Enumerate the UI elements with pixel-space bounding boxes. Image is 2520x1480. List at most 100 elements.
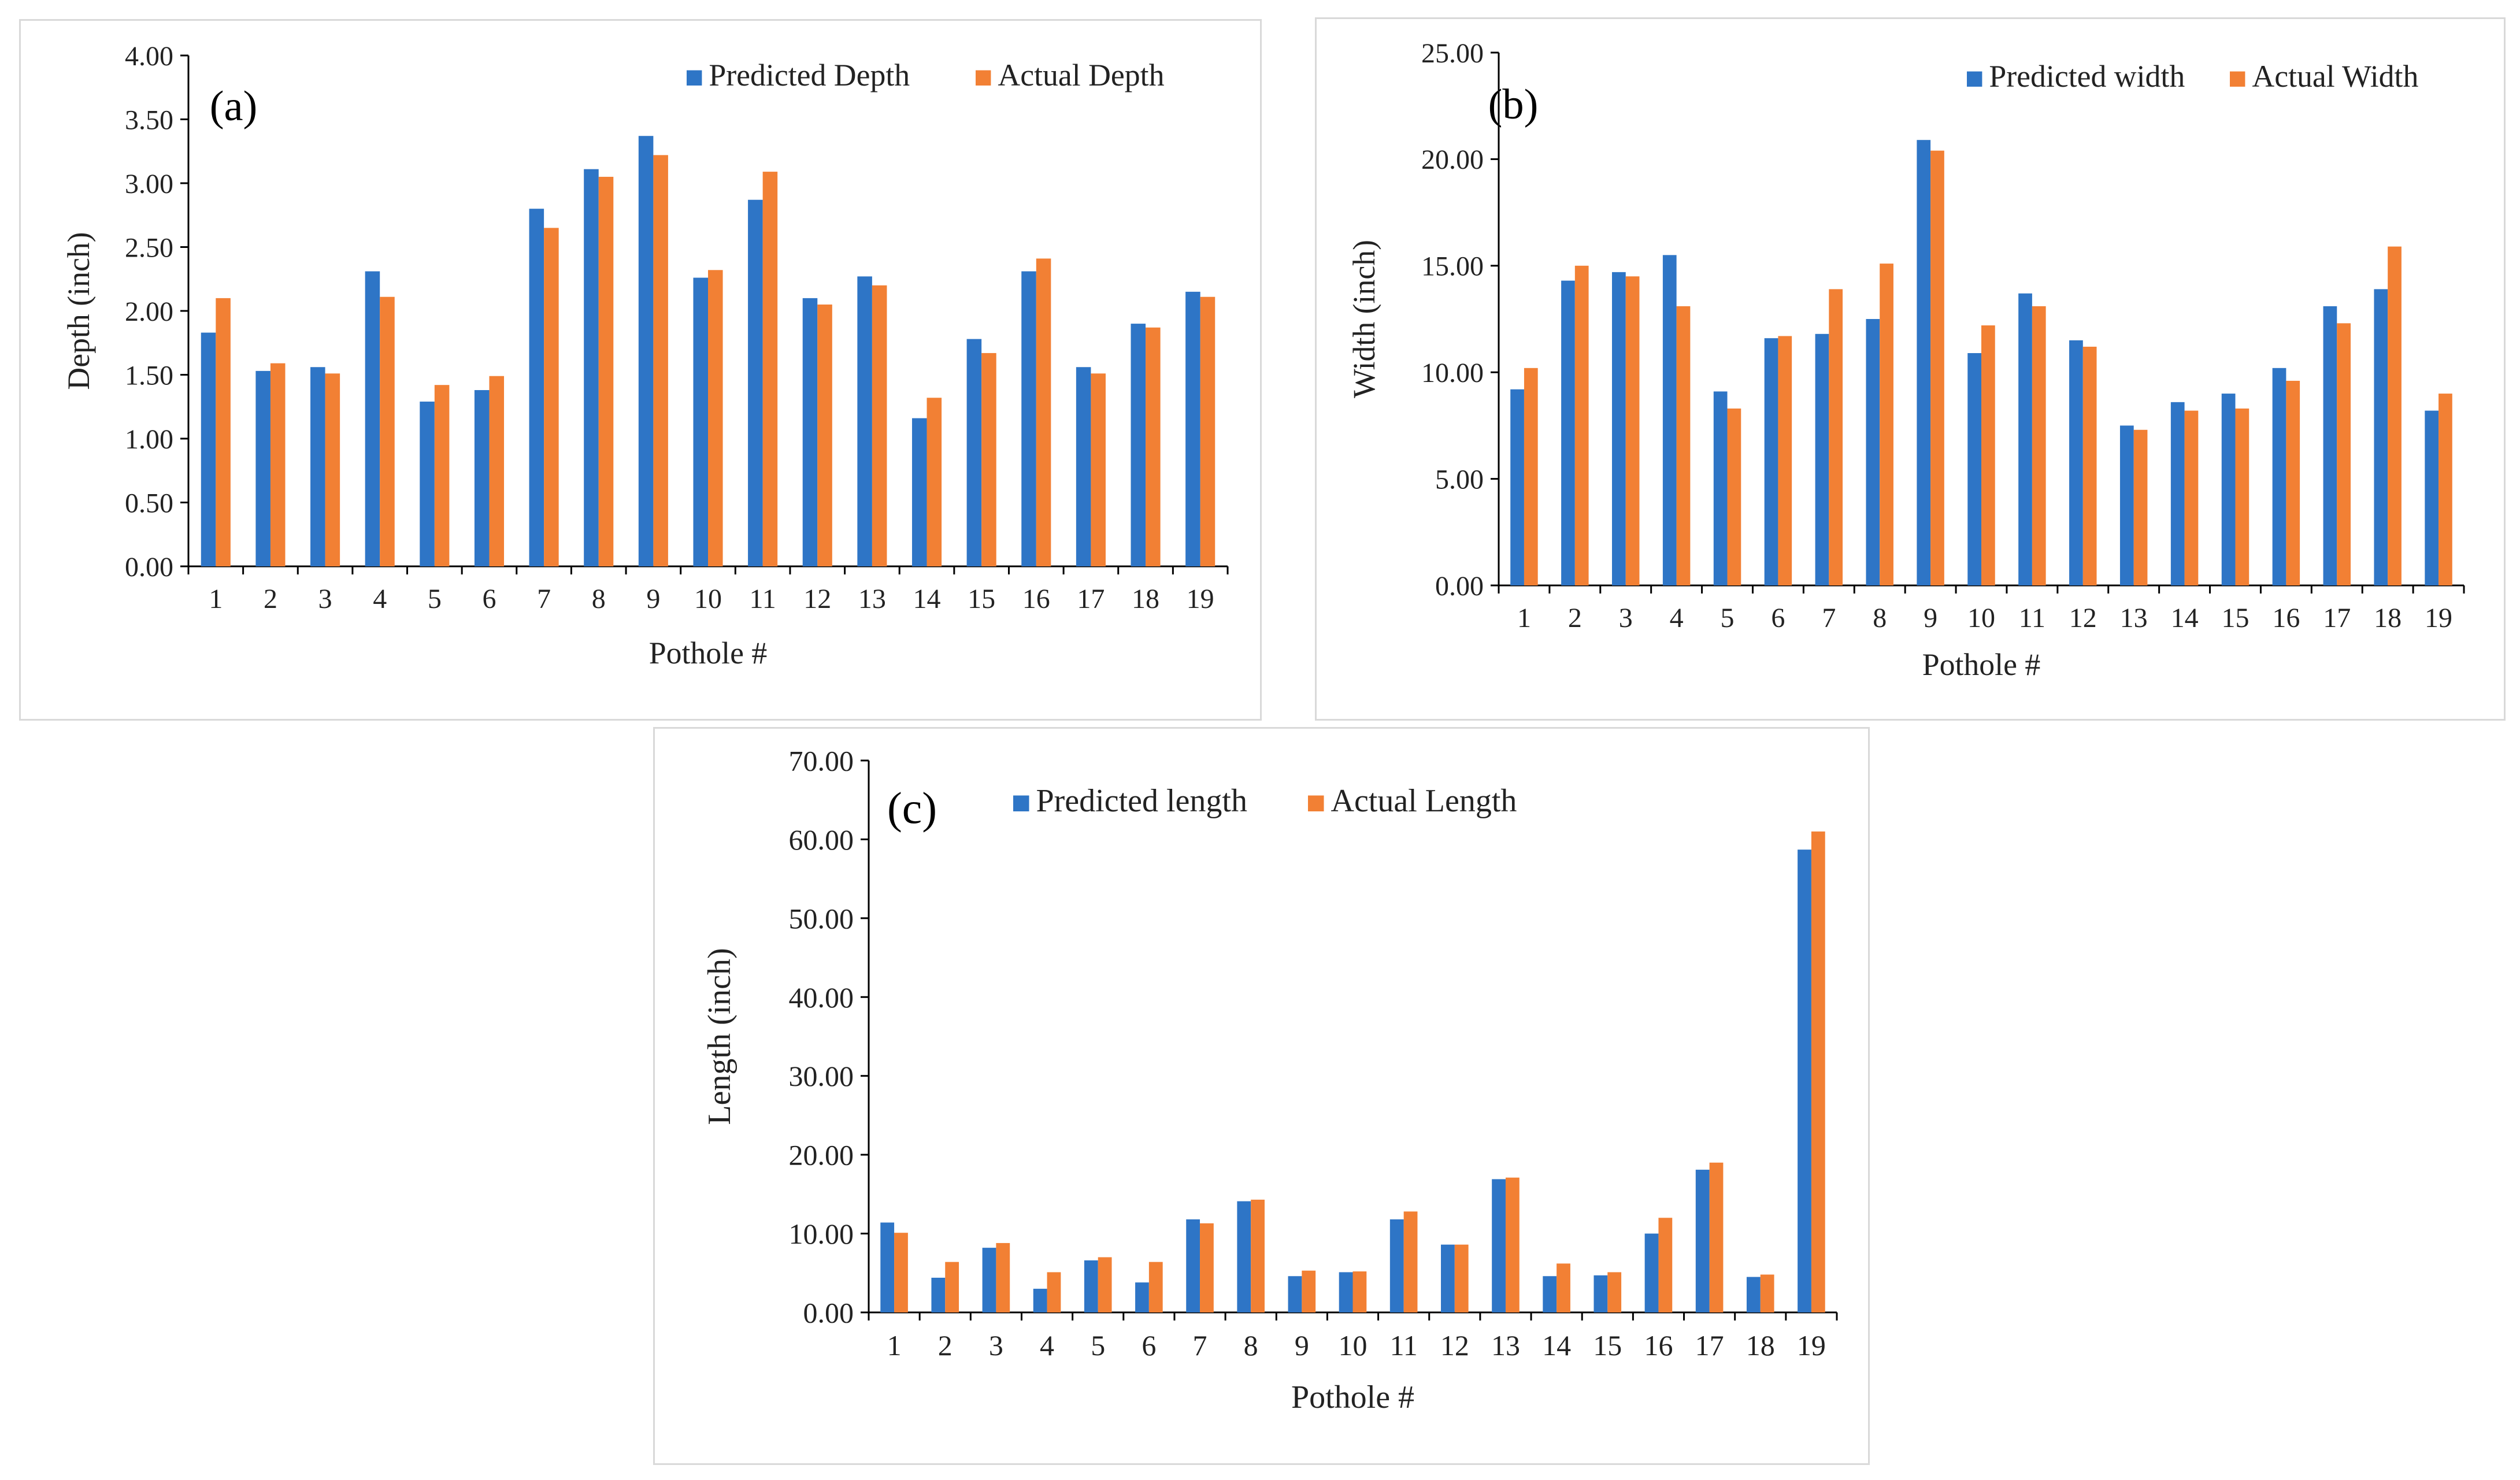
legend-actual-swatch [976,70,991,86]
predicted-bar [1131,324,1146,566]
predicted-bar [529,209,544,566]
predicted-bar [1076,367,1091,566]
y-tick-label: 4.00 [125,41,173,72]
y-tick-label: 60.00 [789,824,854,856]
y-tick-label: 0.50 [125,488,173,518]
x-tick-label: 11 [1390,1329,1418,1362]
x-tick-label: 16 [1644,1329,1673,1362]
x-tick-label: 6 [1771,603,1785,633]
actual-bar [1709,1162,1724,1312]
predicted-bar [693,277,708,566]
legend-predicted-label: Predicted length [1036,783,1247,819]
y-tick-label: 0.00 [803,1297,854,1329]
actual-bar [2082,346,2097,585]
actual-bar [1146,327,1161,566]
x-tick-label: 12 [803,584,831,614]
predicted-bar [1561,280,1575,586]
panel-label: (c) [887,783,937,833]
actual-bar [2388,246,2402,585]
actual-bar [2184,410,2199,585]
y-tick-label: 30.00 [789,1060,854,1092]
y-tick-label: 2.50 [125,232,173,263]
predicted-bar [201,332,216,566]
predicted-bar [1815,333,1829,585]
actual-bar [489,376,505,566]
actual-bar [2133,429,2148,585]
actual-bar [1036,258,1051,566]
predicted-bar [880,1222,895,1312]
legend-predicted-swatch [1967,71,1982,87]
actual-bar [894,1233,908,1312]
actual-bar [1098,1257,1112,1312]
x-tick-label: 6 [482,584,496,614]
predicted-bar [2018,293,2032,585]
length-chart: 0.00 10.00 20.00 30.00 40.00 50.00 60.00 70.00 1… [702,745,1838,1415]
predicted-bar [2170,402,2185,585]
actual-bar [1658,1218,1673,1312]
x-tick-label: 11 [2019,603,2045,633]
predicted-bar [1866,319,1880,585]
panel-label: (a) [210,83,258,130]
actual-bar [1811,831,1825,1312]
actual-bar [325,373,340,566]
predicted-bar [2119,425,2134,585]
x-axis-title: Pothole # [1922,647,2041,682]
x-tick-label: 18 [1132,584,1159,614]
x-tick-label: 12 [2069,603,2097,633]
actual-bar [2235,408,2250,585]
x-tick-label: 9 [1924,603,1937,633]
x-tick-label: 14 [913,584,941,614]
x-tick-label: 18 [2374,603,2402,633]
x-tick-label: 1 [887,1329,902,1362]
predicted-bar [1186,1219,1200,1312]
predicted-bar [1662,255,1677,585]
y-tick-label: 20.00 [1421,144,1484,175]
x-tick-label: 17 [2323,603,2351,633]
x-tick-label: 19 [2425,603,2452,633]
x-tick-label: 14 [2171,603,2199,633]
predicted-bar [255,370,270,566]
y-tick-label: 1.00 [125,424,173,455]
y-axis-title: Width (inch) [1347,240,1381,398]
actual-bar [1091,373,1106,566]
y-tick-label: 3.50 [125,105,173,135]
x-tick-label: 7 [1822,603,1836,633]
predicted-bar [1917,140,1931,585]
predicted-bar [931,1277,946,1312]
x-tick-label: 19 [1187,584,1214,614]
y-tick-label: 50.00 [789,902,854,934]
y-tick-label: 3.00 [125,169,173,199]
predicted-bar [1339,1272,1353,1312]
y-tick-label: 1.50 [125,360,173,391]
x-tick-label: 9 [1295,1329,1309,1362]
x-tick-label: 15 [2221,603,2249,633]
predicted-bar [982,1248,996,1312]
predicted-bar [911,418,927,566]
x-tick-label: 6 [1142,1329,1156,1362]
actual-bar [1403,1211,1418,1312]
x-tick-label: 3 [1619,603,1633,633]
panel-label: (b) [1488,81,1539,128]
actual-bar [216,298,231,566]
actual-bar [2337,323,2351,585]
y-tick-label: 2.00 [125,296,173,327]
actual-bar [996,1242,1010,1312]
x-tick-label: 5 [1091,1329,1105,1362]
predicted-bar [1021,271,1036,566]
predicted-bar [2221,394,2236,585]
y-tick-label: 0.00 [1435,571,1484,602]
predicted-bar [1084,1260,1098,1312]
actual-bar [981,353,996,566]
x-tick-label: 4 [373,584,387,614]
x-axis-title: Pothole # [1291,1379,1414,1415]
legend-actual-swatch [1308,795,1324,811]
predicted-bar [1492,1179,1506,1312]
y-tick-label: 0.00 [125,552,173,583]
predicted-bar [1746,1277,1761,1312]
x-tick-label: 10 [1967,603,1995,633]
x-tick-label: 9 [646,584,660,614]
x-tick-label: 4 [1040,1329,1054,1362]
actual-bar [1981,325,1995,585]
predicted-bar [748,199,763,567]
legend-predicted-swatch [1013,795,1029,811]
